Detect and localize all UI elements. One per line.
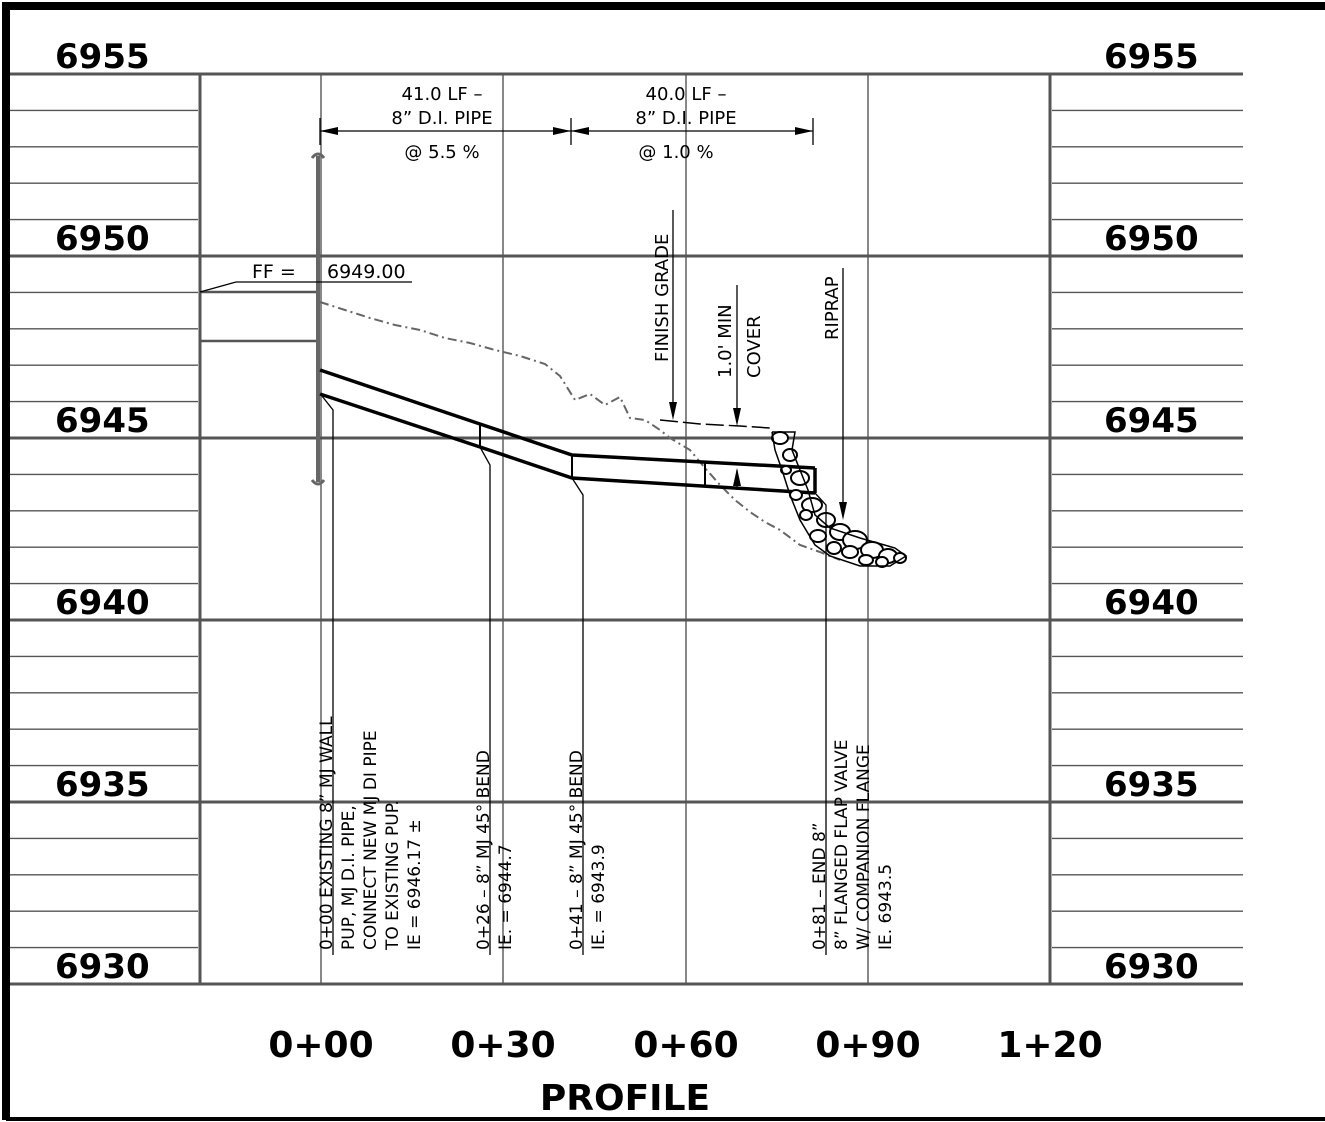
profile-title: PROFILE	[540, 1078, 710, 1119]
riprap-rock	[799, 509, 813, 521]
note-line: 0+00 EXISTING 8” MJ WALL	[317, 716, 337, 950]
elevation-label: 6950	[1104, 219, 1199, 259]
finish-grade-label: FINISH GRADE	[652, 234, 673, 362]
note-line: PUP, MJ D.I. PIPE,	[339, 805, 359, 950]
cover-label-line1: 1.0' MIN	[715, 304, 736, 378]
profile-grid	[10, 72, 1243, 986]
riprap-rock	[875, 556, 889, 568]
station-label: 1+20	[997, 1025, 1102, 1066]
station-0-81-note: 0+81 – END 8” 8” FLANGED FLAP VALVE W/ C…	[810, 740, 896, 951]
segment-dimensions: 41.0 LF – 8” D.I. PIPE @ 5.5 % 40.0 LF –…	[319, 84, 814, 163]
riprap-rock	[893, 552, 907, 564]
riprap-outline	[771, 431, 908, 567]
finish-grade-callout: FINISH GRADE	[652, 210, 677, 420]
elevation-label: 6945	[55, 401, 150, 441]
existing-wall	[310, 152, 326, 486]
elevation-label: 6940	[55, 583, 150, 623]
note-line: 0+41 – 8” MJ 45° BEND	[567, 750, 587, 950]
finish-grade-line	[659, 419, 771, 429]
note-leaders	[321, 395, 827, 955]
station-labels: 0+00 0+30 0+60 0+90 1+20	[268, 1025, 1102, 1066]
note-line: CONNECT NEW MJ DI PIPE	[361, 730, 381, 950]
station-0-00-note: 0+00 EXISTING 8” MJ WALL PUP, MJ D.I. PI…	[317, 716, 425, 951]
station-label: 0+30	[450, 1025, 555, 1066]
elevation-label: 6930	[1104, 947, 1199, 987]
elevation-label: 6930	[55, 947, 150, 987]
note-line: IE. = 6944.7	[496, 844, 516, 950]
station-label: 0+90	[815, 1025, 920, 1066]
note-line: 0+26 – 8” MJ 45° BEND	[474, 750, 494, 950]
segment1-length: 41.0 LF –	[402, 84, 483, 105]
note-line: IE. = 6943.9	[589, 844, 609, 950]
station-0-41-note: 0+41 – 8” MJ 45° BEND IE. = 6943.9	[567, 750, 609, 950]
note-line: 0+81 – END 8”	[810, 822, 830, 950]
note-line: TO EXISTING PUP.	[383, 800, 403, 951]
riprap-rocks	[771, 431, 908, 568]
elevation-labels-left: 6955 6950 6945 6940 6935 6930	[55, 37, 150, 987]
note-line: IE = 6946.17 ±	[405, 819, 425, 950]
station-label: 0+00	[268, 1025, 373, 1066]
segment2-slope: @ 1.0 %	[638, 142, 713, 163]
note-line: 8” FLANGED FLAP VALVE	[832, 740, 852, 951]
cover-label-line2: COVER	[744, 315, 765, 378]
elevation-label: 6955	[55, 37, 150, 77]
ff-value: 6949.00	[327, 261, 406, 283]
riprap-rock	[858, 554, 874, 566]
elevation-label: 6955	[1104, 37, 1199, 77]
riprap-rock	[826, 541, 842, 555]
note-line: W/ COMPANION FLANGE	[854, 744, 874, 950]
elevation-label: 6935	[1104, 765, 1199, 805]
riprap-rock	[780, 465, 792, 475]
building-foundation	[200, 290, 318, 343]
segment2-pipe: 8” D.I. PIPE	[635, 108, 736, 129]
elevation-label: 6935	[55, 765, 150, 805]
riprap-rock	[790, 470, 810, 486]
segment1-slope: @ 5.5 %	[404, 142, 479, 163]
segment2-length: 40.0 LF –	[646, 84, 727, 105]
station-label: 0+60	[633, 1025, 738, 1066]
elevation-label: 6940	[1104, 583, 1199, 623]
station-0-26-note: 0+26 – 8” MJ 45° BEND IE. = 6944.7	[474, 750, 516, 950]
existing-ground-line	[319, 301, 841, 561]
pipe-profile	[319, 368, 817, 495]
ff-label: FF =	[252, 261, 296, 283]
segment1-pipe: 8” D.I. PIPE	[391, 108, 492, 129]
riprap-callout: RIPRAP	[822, 268, 847, 520]
elevation-labels-right: 6955 6950 6945 6940 6935 6930	[1104, 37, 1199, 987]
riprap-rock	[841, 545, 859, 559]
elevation-label: 6945	[1104, 401, 1199, 441]
note-line: IE. 6943.5	[876, 864, 896, 950]
riprap-label: RIPRAP	[822, 276, 843, 340]
elevation-label: 6950	[55, 219, 150, 259]
cover-callout: 1.0' MIN COVER	[715, 285, 765, 490]
ff-callout: FF = 6949.00	[199, 261, 412, 293]
